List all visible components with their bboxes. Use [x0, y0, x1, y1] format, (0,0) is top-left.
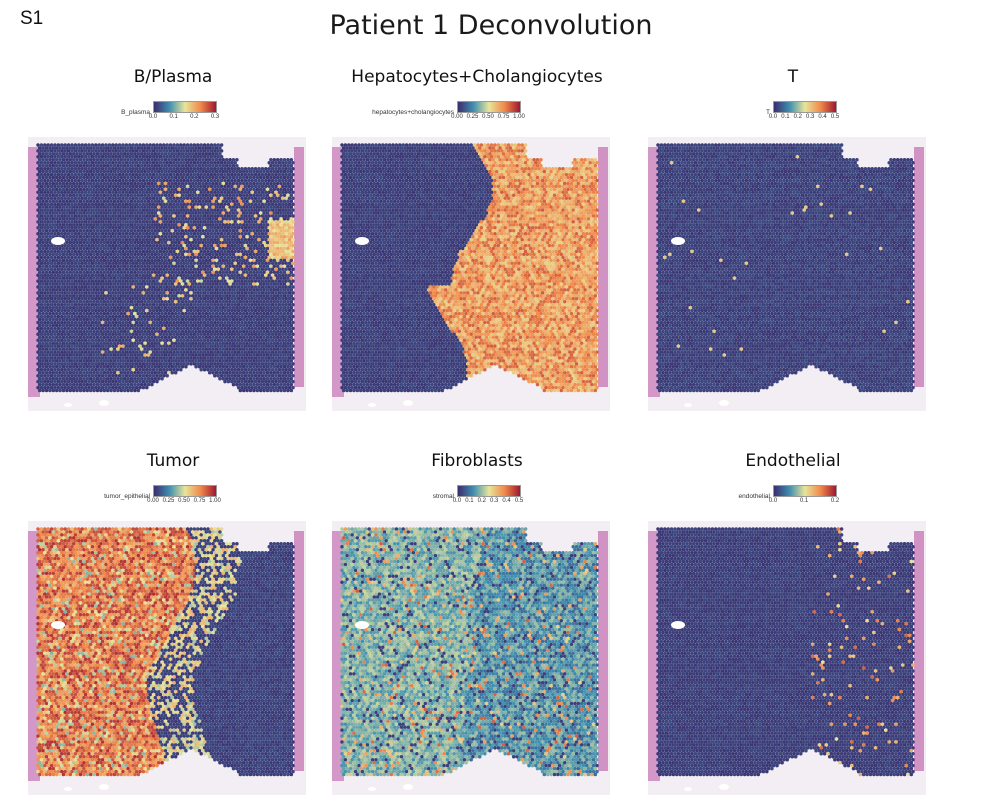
colorbar-tick-label: 0.1 [800, 498, 808, 504]
colorbar-tick-label: 0.3 [211, 114, 219, 120]
spatial-spot-map [648, 133, 926, 415]
colorbar-gradient [773, 485, 837, 497]
colorbar-tick-label: 1.00 [209, 498, 221, 504]
tissue-gap [355, 237, 369, 245]
colorbar-tick-label: 0.0 [769, 498, 777, 504]
colorbar-tick-label: 0.50 [178, 498, 190, 504]
spatial-spot-map [332, 133, 610, 415]
he-stain-right [914, 147, 924, 387]
colorbar-title: stromal [433, 493, 454, 500]
colorbar-gradient [773, 101, 837, 113]
colorbar-gradient [457, 101, 521, 113]
tissue-gap [684, 403, 692, 407]
tissue-gap [368, 403, 376, 407]
tissue-gap [671, 621, 685, 629]
tissue-gap [99, 784, 109, 790]
colorbar-gradient [153, 101, 217, 113]
colorbar-tick-label: 0.1 [781, 114, 789, 120]
tissue-gap [719, 784, 729, 790]
colorbar-gradient [457, 485, 521, 497]
tissue-gap [403, 400, 413, 406]
spot-grid [340, 143, 599, 392]
tissue-gap [355, 621, 369, 629]
colorbar-tick-label: 0.1 [169, 114, 177, 120]
colorbar-tick-label: 0.0 [453, 498, 461, 504]
colorbar-tick-label: 0.50 [482, 114, 494, 120]
tissue-gap [684, 787, 692, 791]
colorbar-tick-label: 0.0 [149, 114, 157, 120]
tissue-gap [64, 403, 72, 407]
colorbar-tick-label: 0.2 [794, 114, 802, 120]
colorbar-tick-label: 0.00 [147, 498, 159, 504]
colorbar-tick-label: 0.5 [515, 498, 523, 504]
spatial-spot-map [332, 517, 610, 799]
tissue-gap [64, 787, 72, 791]
tissue-gap [719, 400, 729, 406]
spatial-spot-map [28, 133, 306, 415]
colorbar-tick-label: 0.3 [490, 498, 498, 504]
colorbar-tick-label: 0.5 [831, 114, 839, 120]
spot-grid [36, 527, 295, 776]
panel-title: T [648, 67, 938, 87]
spot-grid [656, 527, 915, 776]
colorbar-title: tumor_epithelial [104, 493, 150, 500]
he-stain-right [914, 531, 924, 771]
colorbar-tick-label: 0.3 [806, 114, 814, 120]
colorbar-gradient [153, 485, 217, 497]
panel-title: Fibroblasts [332, 451, 622, 471]
figure-title: Patient 1 Deconvolution [0, 10, 982, 41]
colorbar-tick-label: 0.0 [769, 114, 777, 120]
colorbar-tick-label: 0.2 [831, 498, 839, 504]
colorbar-tick-label: 0.75 [194, 498, 206, 504]
panel-title: Hepatocytes+Cholangiocytes [332, 67, 622, 87]
colorbar-title: endothelial [739, 493, 770, 500]
colorbar-tick-label: 1.00 [513, 114, 525, 120]
tissue-gap [51, 621, 65, 629]
colorbar-tick-label: 0.00 [451, 114, 463, 120]
colorbar-tick-label: 0.75 [498, 114, 510, 120]
he-stain-right [598, 147, 608, 387]
colorbar-tick-label: 0.2 [478, 498, 486, 504]
colorbar-tick-label: 0.4 [502, 498, 510, 504]
colorbar-tick-label: 0.1 [465, 498, 473, 504]
colorbar-title: hepatocytes+cholangiocytes [372, 109, 454, 116]
panel-title: Endothelial [648, 451, 938, 471]
he-stain-right [598, 531, 608, 771]
panel-title: B/Plasma [28, 67, 318, 87]
spot-grid [36, 143, 295, 392]
spatial-spot-map [648, 517, 926, 799]
tissue-gap [368, 787, 376, 791]
colorbar-tick-label: 0.25 [163, 498, 175, 504]
colorbar-tick-label: 0.2 [190, 114, 198, 120]
tissue-gap [51, 237, 65, 245]
tissue-gap [671, 237, 685, 245]
tissue-gap [403, 784, 413, 790]
he-stain-right [294, 531, 304, 771]
spot-grid [340, 527, 599, 776]
panel-hepatocytes-cholangiocytes: Hepatocytes+Cholangiocytes hepatocytes+ch… [332, 67, 622, 427]
spot-grid [656, 143, 915, 392]
colorbar-tick-label: 0.4 [818, 114, 826, 120]
spatial-spot-map [28, 517, 306, 799]
tissue-gap [99, 400, 109, 406]
colorbar-title: B_plasma [121, 109, 150, 116]
colorbar-tick-label: 0.25 [467, 114, 479, 120]
panel-title: Tumor [28, 451, 318, 471]
he-stain-right [294, 147, 304, 387]
